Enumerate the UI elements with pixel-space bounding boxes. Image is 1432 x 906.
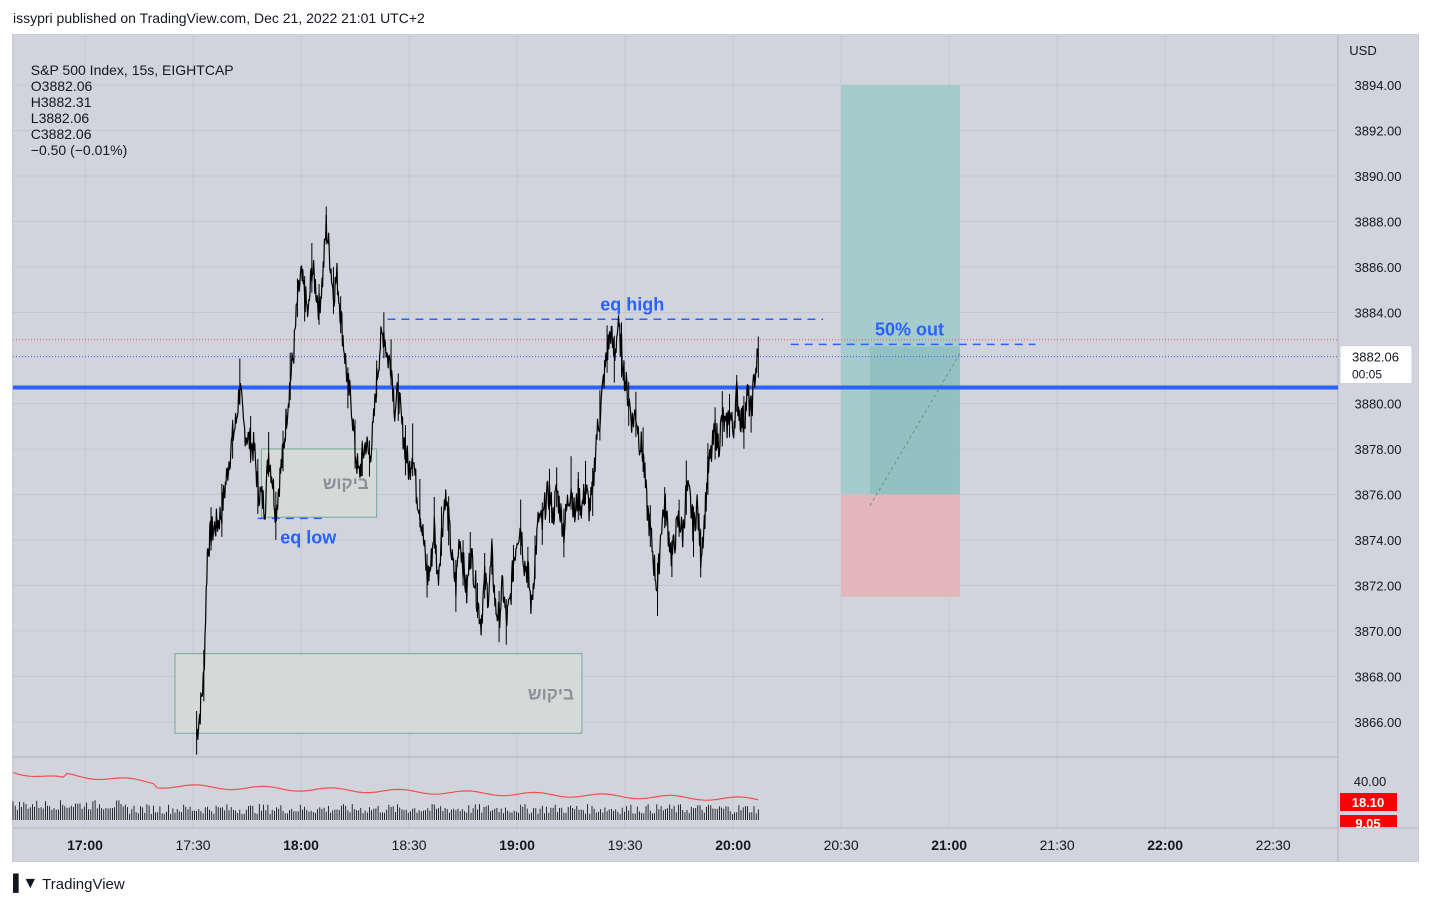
volume-ma-value: 18.10 xyxy=(1352,795,1385,810)
time-tick-label: 22:00 xyxy=(1147,837,1183,853)
last-price-tag xyxy=(1339,345,1413,385)
time-tick-label: 20:30 xyxy=(824,837,859,853)
eq-low-label: eq low xyxy=(280,527,337,547)
price-tick-label: 3868.00 xyxy=(1355,669,1402,684)
legend-change: −0.50 (−0.01%) xyxy=(30,142,128,158)
price-tick-label: 3870.00 xyxy=(1355,624,1402,639)
bar-countdown: 00:05 xyxy=(1352,368,1382,382)
tradingview-brand[interactable]: ▌▼ TradingView xyxy=(13,875,125,893)
volume-scale-label: 40.00 xyxy=(1354,774,1387,789)
price-tick-label: 3874.00 xyxy=(1355,533,1402,548)
time-tick-label: 18:00 xyxy=(283,837,319,853)
volume-value: 9.05 xyxy=(1355,816,1380,831)
time-tick-label: 21:30 xyxy=(1040,837,1075,853)
price-tick-label: 3866.00 xyxy=(1355,715,1402,730)
symbol-legend: S&P 500 Index, 15s, EIGHTCAP O3882.06 H3… xyxy=(23,46,240,158)
price-tick-label: 3894.00 xyxy=(1355,78,1402,93)
fifty-out-label: 50% out xyxy=(875,319,944,339)
time-tick-label: 18:30 xyxy=(392,837,427,853)
price-tick-label: 3876.00 xyxy=(1355,487,1402,502)
time-tick-label: 22:30 xyxy=(1256,837,1291,853)
filled-profit-zone xyxy=(869,346,960,495)
price-tick-label: 3886.00 xyxy=(1355,260,1402,275)
price-tick-label: 3872.00 xyxy=(1355,578,1402,593)
time-tick-label: 20:00 xyxy=(715,837,751,853)
legend-open: O3882.06 xyxy=(30,78,93,94)
time-tick-label: 19:00 xyxy=(499,837,535,853)
price-tick-label: 3890.00 xyxy=(1355,169,1402,184)
last-price-value: 3882.06 xyxy=(1352,350,1399,365)
volume-ma-line xyxy=(12,772,759,801)
time-tick-label: 19:30 xyxy=(608,837,643,853)
take-profit-zone[interactable] xyxy=(841,85,960,495)
legend-low: L3882.06 xyxy=(30,110,90,126)
stop-loss-zone[interactable] xyxy=(841,494,960,597)
price-tick-label: 3888.00 xyxy=(1355,215,1402,230)
legend-close: C3882.06 xyxy=(30,126,92,142)
price-tick-label: 3892.00 xyxy=(1355,124,1402,139)
price-tick-label: 3878.00 xyxy=(1355,442,1402,457)
symbol-name[interactable]: S&P 500 Index, 15s, EIGHTCAP xyxy=(30,62,234,78)
tradingview-logo-icon: ▌▼ xyxy=(13,875,38,892)
demand-zone-box[interactable] xyxy=(174,653,583,734)
volume-bars xyxy=(12,800,759,820)
eq-high-label: eq high xyxy=(600,294,664,314)
price-tick-label: 3884.00 xyxy=(1355,305,1402,320)
demand-zone-label-lower: ביקוש xyxy=(528,684,574,703)
demand-zone-label-upper: ביקוש xyxy=(323,474,369,493)
legend-high: H3882.31 xyxy=(30,94,92,110)
volume-tag xyxy=(1340,815,1397,827)
currency-label: USD xyxy=(1349,43,1376,58)
volume-ma-tag xyxy=(1340,793,1397,811)
published-by-line: issypri published on TradingView.com, De… xyxy=(13,10,425,26)
time-tick-label: 21:00 xyxy=(931,837,967,853)
brand-label: TradingView xyxy=(42,875,125,893)
time-tick-label: 17:30 xyxy=(176,837,211,853)
price-tick-label: 3880.00 xyxy=(1355,396,1402,411)
time-tick-label: 17:00 xyxy=(67,837,103,853)
